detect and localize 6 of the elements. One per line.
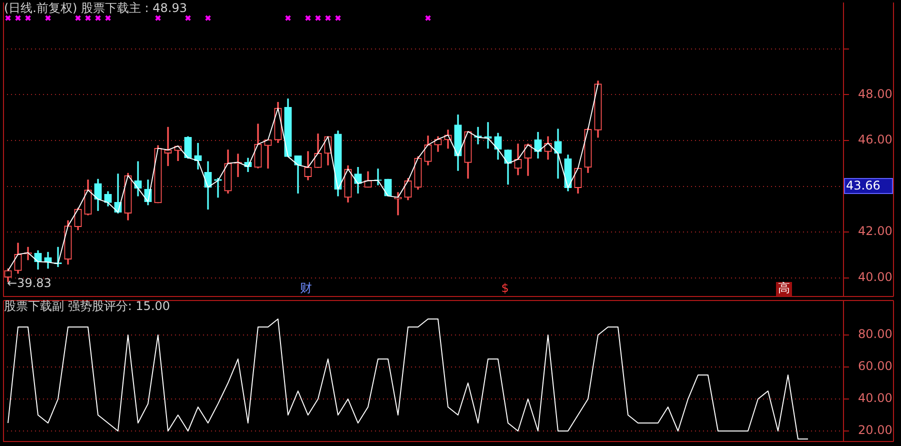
chart-title: 股票下载副 强势股评分: 15.00 (4, 299, 170, 314)
annotation: $ (501, 281, 509, 296)
annotation: 财 (300, 281, 312, 296)
chart-title: (日线.前复权) 股票下载主 : 48.93 (4, 1, 188, 16)
annotation: ←39.83 (7, 276, 52, 290)
annotation: 高 (778, 281, 790, 296)
